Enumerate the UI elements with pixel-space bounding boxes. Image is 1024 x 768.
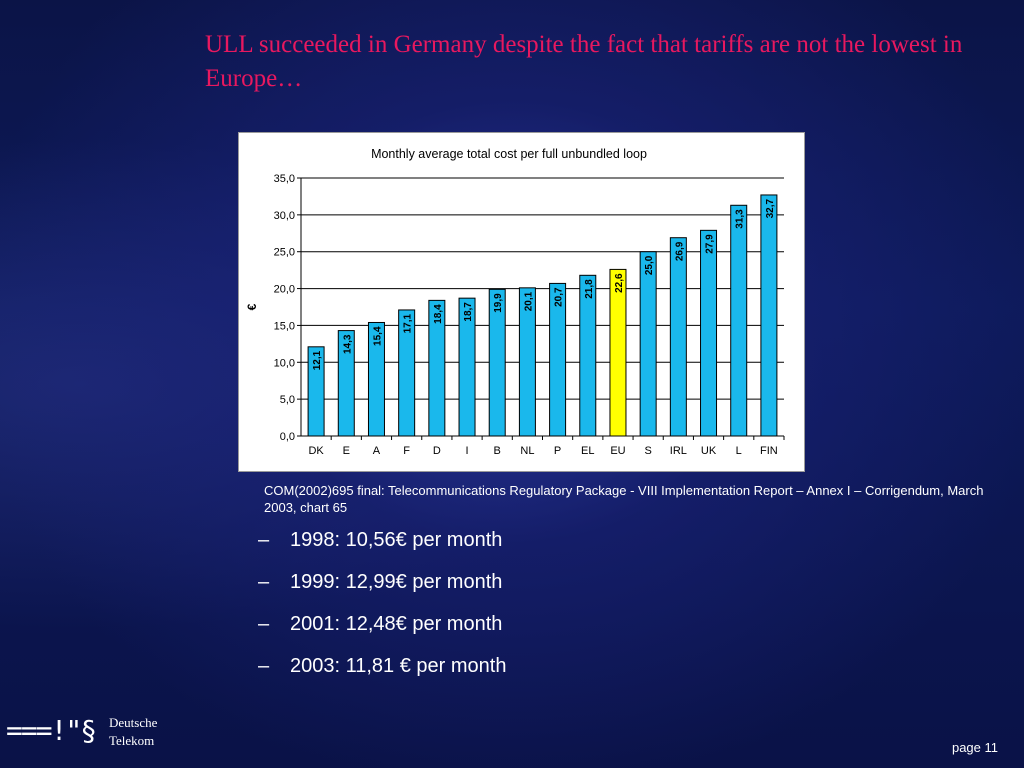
y-tick-label: 20,0 [274,284,295,296]
chart-frame: Monthly average total cost per full unbu… [238,132,805,472]
data-label: 15,4 [372,326,383,346]
bar-uk [700,229,718,437]
dash-bullet: – [258,655,270,677]
x-tick-label: L [736,445,742,457]
list-item-text: 2003: 11,81 € per month [290,655,507,677]
x-tick-label: IRL [670,445,687,457]
x-tick-label: I [466,445,469,457]
dash-bullet: – [258,529,270,551]
list-item: –2001: 12,48€ per month [258,611,506,653]
x-tick-label: F [403,445,410,457]
x-tick-label: D [433,445,441,457]
telekom-logo-mark: ===!"§ [6,714,97,747]
dash-bullet: – [258,613,270,635]
source-note: COM(2002)695 final: Telecommunications R… [264,483,984,515]
bar-chart: Monthly average total cost per full unbu… [245,147,785,457]
list-item: –1998: 10,56€ per month [258,527,506,569]
logo-wordmark: Deutsche Telekom [109,714,157,750]
y-tick-label: 25,0 [274,247,295,259]
data-label: 26,9 [674,241,685,261]
bar-eu [609,268,627,437]
slide-title: ULL succeeded in Germany despite the fac… [205,31,963,92]
data-label: 18,7 [463,302,474,322]
data-label: 20,1 [523,291,534,311]
x-tick-label: P [554,445,561,457]
list-item: –2003: 11,81 € per month [258,653,506,695]
x-tick-label: E [343,445,350,457]
axes: 0,0 5,0 10,0 15,0 20,0 25,0 30,0 35,0 DK E A F D I B NL… [274,173,785,457]
bar-l [730,204,748,437]
data-label: 31,3 [735,209,746,229]
list-item-text: 1998: 10,56€ per month [290,529,503,551]
data-label: 19,9 [493,293,504,313]
data-label: 22,6 [614,273,625,293]
y-tick-label: 5,0 [280,394,295,406]
logo-line-2: Telekom [109,733,155,748]
y-tick-label: 10,0 [274,357,295,369]
list-item-text: 2001: 12,48€ per month [290,613,503,635]
y-tick-label: 35,0 [274,173,295,185]
bar-fin [760,194,778,437]
bar-s [639,251,657,437]
data-label: 14,3 [342,334,353,354]
data-labels: 12,1 14,3 15,4 17,1 18,4 18,7 19,9 20,1 20,7 21,8… [312,199,776,371]
data-label: 12,1 [312,350,323,370]
bars [307,194,778,437]
y-axis-label: € [245,303,259,310]
data-label: 21,8 [584,279,595,299]
x-tick-label: DK [308,445,324,457]
data-label: 20,7 [554,287,565,307]
page-number: page 11 [951,740,998,755]
price-history-list: –1998: 10,56€ per month –1999: 12,99€ pe… [258,527,506,695]
x-tick-label: EU [610,445,625,457]
x-tick-label: A [373,445,381,457]
data-label: 17,1 [403,314,414,334]
x-tick-label: NL [520,445,534,457]
chart-title: Monthly average total cost per full unbu… [371,147,647,161]
y-tick-label: 15,0 [274,320,295,332]
data-label: 32,7 [765,199,776,219]
list-item-text: 1999: 12,99€ per month [290,571,503,593]
data-label: 25,0 [644,255,655,275]
x-tick-label: EL [581,445,594,457]
list-item: –1999: 12,99€ per month [258,569,506,611]
dash-bullet: – [258,571,270,593]
x-tick-label: FIN [760,445,778,457]
bar-irl [669,237,687,437]
y-tick-label: 30,0 [274,210,295,222]
logo-line-1: Deutsche [109,715,158,730]
data-label: 18,4 [433,304,444,324]
x-tick-label: B [494,445,501,457]
x-tick-label: S [644,445,651,457]
x-tick-label: UK [701,445,717,457]
y-tick-label: 0,0 [280,431,295,443]
data-label: 27,9 [705,234,716,254]
